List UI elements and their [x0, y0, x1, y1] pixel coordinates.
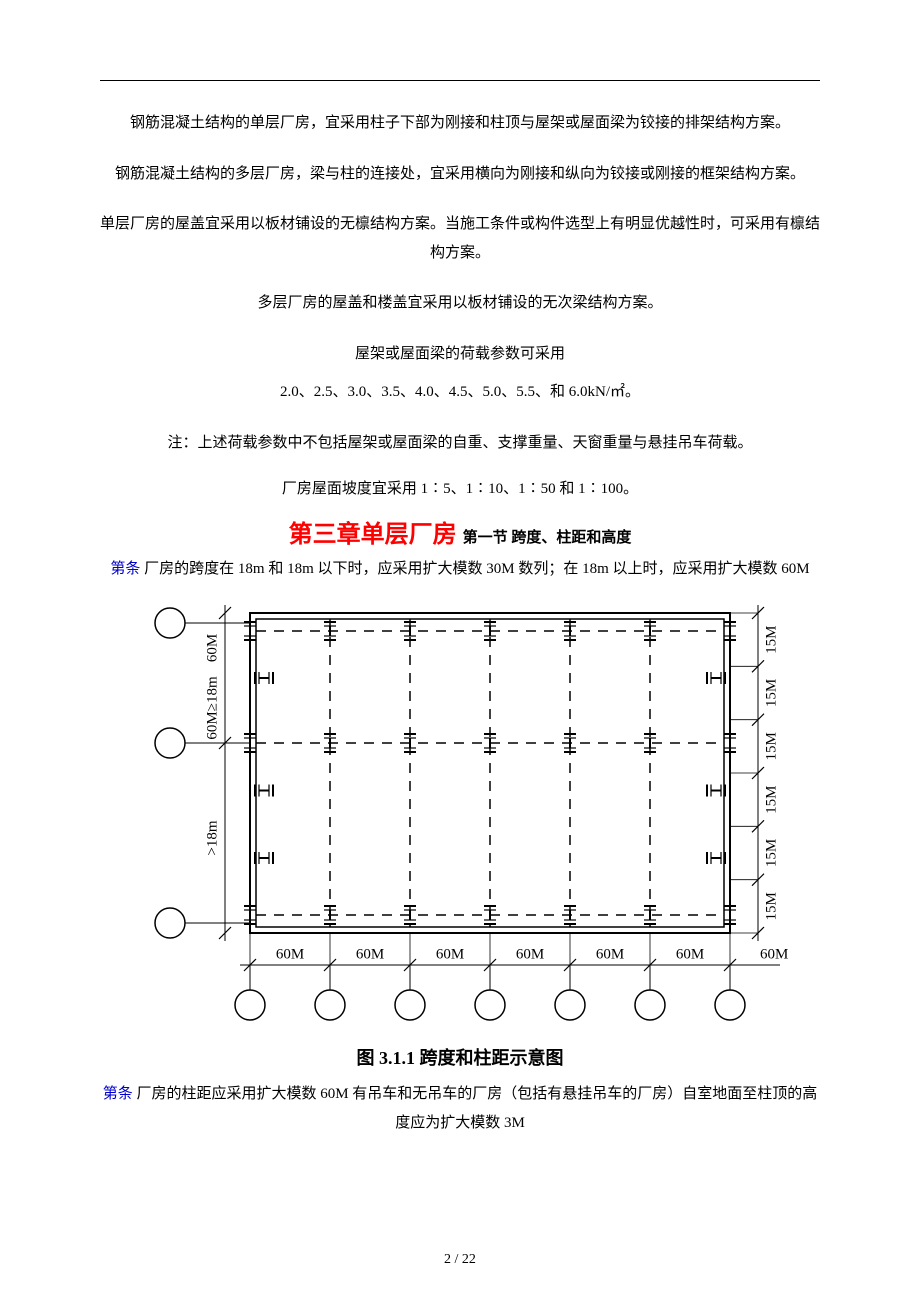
article-1-label: 第条	[110, 561, 140, 577]
svg-text:15M: 15M	[763, 839, 779, 867]
article-2-body: 厂房的柱距应采用扩大模数 60M 有吊车和无吊车的厂房（包括有悬挂吊车的厂房）自…	[136, 1086, 817, 1131]
figure-3-1-1: 60M 60M≥18m >18m 15M 15M 15M 15M 15M 15M 60M 60M 60…	[130, 593, 790, 1070]
paragraph-7: 厂房屋面坡度宜采用 1∶5、1∶10、1∶50 和 1∶100。	[100, 475, 820, 504]
chapter-title: 第三章单层厂房	[289, 522, 457, 548]
page-number: 2 / 22	[0, 1252, 920, 1268]
svg-text:>18m: >18m	[204, 820, 220, 855]
chapter-heading: 第三章单层厂房 第一节 跨度、柱距和高度	[100, 514, 820, 549]
svg-text:60M: 60M	[596, 946, 624, 962]
svg-text:60M: 60M	[516, 946, 544, 962]
paragraph-4: 多层厂房的屋盖和楼盖宜采用以板材铺设的无次梁结构方案。	[100, 289, 820, 318]
svg-text:15M: 15M	[763, 785, 779, 813]
svg-text:60M: 60M	[356, 946, 384, 962]
svg-text:15M: 15M	[763, 892, 779, 920]
paragraph-5a: 屋架或屋面梁的荷载参数可采用	[100, 340, 820, 369]
svg-text:60M≥18m: 60M≥18m	[204, 676, 220, 740]
svg-text:15M: 15M	[763, 732, 779, 760]
svg-text:60M: 60M	[676, 946, 704, 962]
svg-text:60M: 60M	[276, 946, 304, 962]
plan-diagram: 60M 60M≥18m >18m 15M 15M 15M 15M 15M 15M 60M 60M 60…	[130, 593, 790, 1033]
article-1-body: 厂房的跨度在 18m 和 18m 以下时，应采用扩大模数 30M 数列；在 18…	[144, 561, 809, 577]
article-2: 第条 厂房的柱距应采用扩大模数 60M 有吊车和无吊车的厂房（包括有悬挂吊车的厂…	[100, 1080, 820, 1137]
article-1: 第条 厂房的跨度在 18m 和 18m 以下时，应采用扩大模数 30M 数列；在…	[100, 555, 820, 584]
article-2-label: 第条	[103, 1086, 133, 1102]
paragraph-2: 钢筋混凝土结构的多层厂房，梁与柱的连接处，宜采用横向为刚接和纵向为铰接或刚接的框…	[100, 160, 820, 189]
figure-caption: 图 3.1.1 跨度和柱距示意图	[130, 1044, 790, 1070]
paragraph-1: 钢筋混凝土结构的单层厂房，宜采用柱子下部为刚接和柱顶与屋架或屋面梁为铰接的排架结…	[100, 109, 820, 138]
top-rule	[100, 80, 820, 81]
paragraph-5b: 2.0、2.5、3.0、3.5、4.0、4.5、5.0、5.5、和 6.0kN/…	[100, 378, 820, 407]
svg-text:15M: 15M	[763, 679, 779, 707]
section-title: 第一节 跨度、柱距和高度	[463, 530, 632, 546]
svg-text:60M: 60M	[204, 634, 220, 662]
svg-text:15M: 15M	[763, 625, 779, 653]
paragraph-6: 注：上述荷载参数中不包括屋架或屋面梁的自重、支撑重量、天窗重量与悬挂吊车荷载。	[100, 429, 820, 458]
svg-text:60M: 60M	[760, 946, 788, 962]
svg-text:60M: 60M	[436, 946, 464, 962]
paragraph-3: 单层厂房的屋盖宜采用以板材铺设的无檩结构方案。当施工条件或构件选型上有明显优越性…	[100, 210, 820, 267]
